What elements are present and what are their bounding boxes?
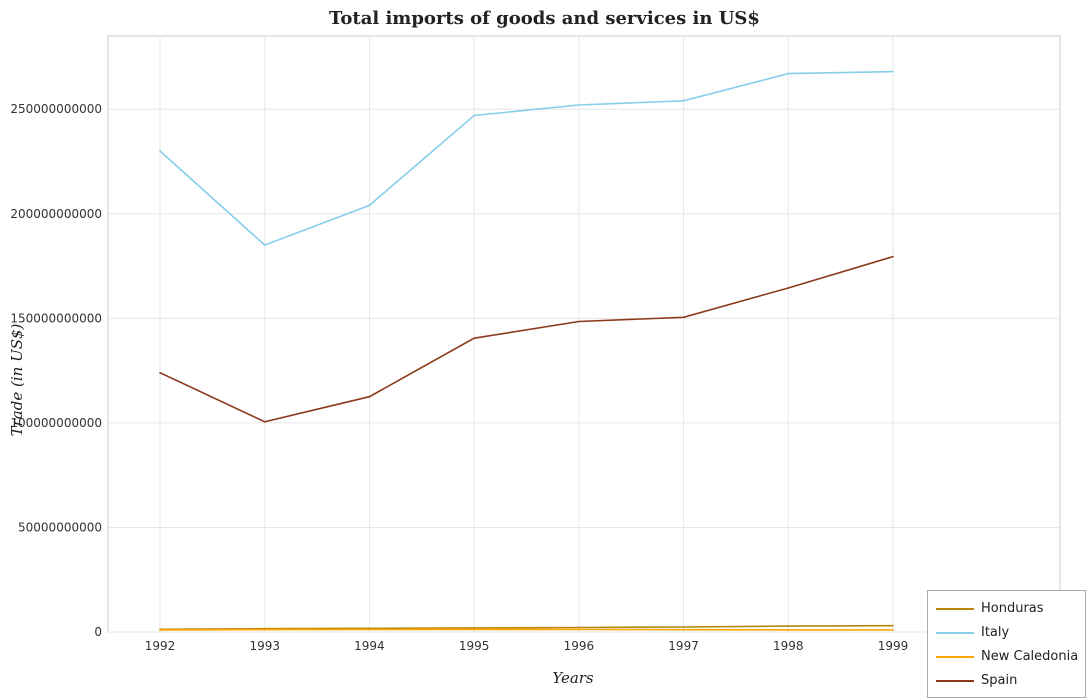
data-point xyxy=(159,629,161,631)
data-point xyxy=(159,150,161,152)
data-point xyxy=(892,624,894,627)
data-point xyxy=(892,629,894,631)
y-axis-label: Trade (in US$) xyxy=(8,323,26,436)
data-point xyxy=(787,625,790,627)
chart-title: Total imports of goods and services in U… xyxy=(329,8,760,29)
data-point xyxy=(578,626,580,629)
plot-area xyxy=(107,35,1061,633)
data-point xyxy=(473,627,475,629)
legend-label: New Caledonia xyxy=(981,649,1079,664)
data-point xyxy=(473,628,475,631)
y-tick-label: 200000000000 xyxy=(10,207,102,221)
y-tick-label: 100000000000 xyxy=(10,416,102,430)
data-point xyxy=(263,244,266,246)
y-tick-label: 50000000000 xyxy=(18,520,102,534)
y-tick-label: 250000000000 xyxy=(10,102,102,116)
x-tick-label: 1998 xyxy=(773,639,804,653)
legend-label: Italy xyxy=(981,625,1010,640)
data-point xyxy=(892,70,894,73)
data-point xyxy=(368,395,371,398)
data-point xyxy=(892,255,894,258)
legend-swatch xyxy=(936,632,974,634)
series-line-new-caledonia xyxy=(159,628,893,631)
x-axis-label: Years xyxy=(552,669,594,687)
grid xyxy=(107,35,1061,633)
data-point xyxy=(368,204,371,207)
data-point xyxy=(368,628,371,631)
series-line-italy xyxy=(159,70,894,247)
x-tick-label: 1992 xyxy=(145,639,176,653)
data-point xyxy=(578,104,580,106)
x-tick-label: 1997 xyxy=(668,639,699,653)
legend-label: Honduras xyxy=(981,601,1044,616)
data-point xyxy=(787,629,790,631)
data-point xyxy=(263,628,266,631)
data-point xyxy=(682,316,685,319)
data-point xyxy=(263,421,266,423)
axes: 0 50000000000 100000000000 150000000000 2000… xyxy=(10,102,908,653)
x-tick-label: 1995 xyxy=(459,639,490,653)
legend-swatch xyxy=(936,608,974,610)
x-tick-label: 1999 xyxy=(878,639,909,653)
data-point xyxy=(473,114,475,117)
data-point xyxy=(682,100,685,102)
data-point xyxy=(578,628,580,631)
data-point xyxy=(682,628,685,631)
series-lines xyxy=(159,70,894,631)
series-line-spain xyxy=(159,255,894,423)
legend-label: Spain xyxy=(981,673,1018,688)
legend-swatch xyxy=(936,656,974,658)
y-tick-label: 150000000000 xyxy=(10,311,102,325)
series-line-honduras xyxy=(159,624,894,631)
y-tick-label: 0 xyxy=(94,625,102,639)
x-tick-label: 1996 xyxy=(564,639,595,653)
x-tick-label: 1993 xyxy=(249,639,280,653)
x-tick-label: 1994 xyxy=(354,639,385,653)
data-point xyxy=(682,626,685,628)
data-point xyxy=(787,72,790,75)
legend: Honduras Italy New Caledonia Spain xyxy=(927,590,1086,698)
data-point xyxy=(787,287,790,289)
legend-swatch xyxy=(936,680,974,682)
data-point xyxy=(159,371,161,374)
data-point xyxy=(473,337,475,340)
data-point xyxy=(578,320,580,323)
